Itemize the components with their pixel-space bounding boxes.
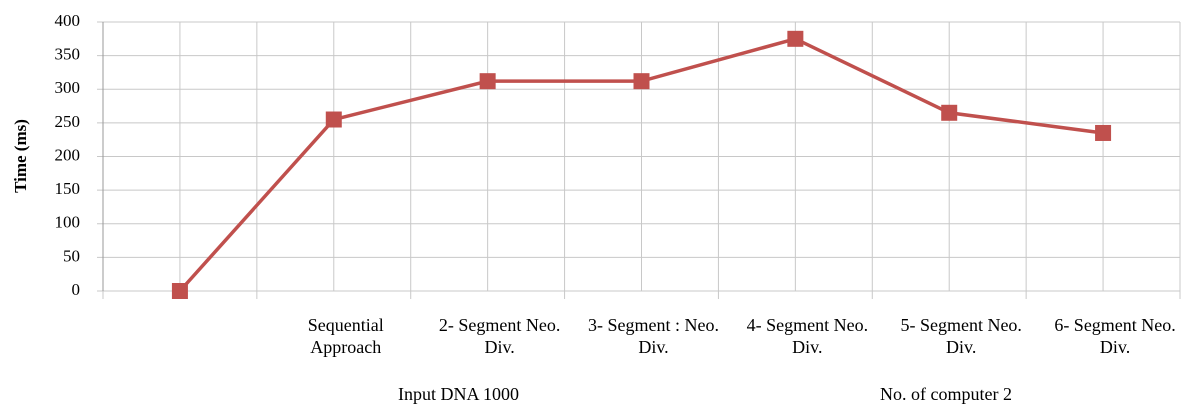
annotation: No. of computer 2	[880, 384, 1012, 404]
y-tick-label: 150	[55, 179, 81, 198]
y-tick-label: 100	[55, 213, 81, 232]
y-tick-label: 350	[55, 45, 81, 64]
y-tick-label: 50	[63, 246, 80, 265]
x-tick-label: 6- Segment Neo. Div.	[1054, 315, 1176, 357]
point	[787, 30, 804, 47]
point	[941, 104, 958, 121]
x-tick-label: Sequential Approach	[307, 315, 384, 357]
y-tick-label: 0	[72, 280, 81, 299]
y-tick-label: 200	[55, 145, 81, 164]
x-tick-label: 3- Segment : Neo. Div.	[588, 315, 719, 357]
point	[1095, 124, 1112, 141]
x-tick-label: 4- Segment Neo. Div.	[746, 315, 869, 357]
point	[633, 73, 650, 90]
point	[171, 283, 188, 299]
point	[479, 73, 496, 90]
x-tick-label: 2- Segment Neo. Div.	[438, 315, 561, 357]
x-tick-label: 5- Segment Neo. Div.	[900, 315, 1022, 357]
y-tick-label: 250	[55, 112, 81, 131]
y-tick-label: 300	[55, 78, 81, 97]
point	[325, 111, 342, 128]
y-tick-label: 400	[55, 11, 81, 30]
annotation: Input DNA 1000	[398, 384, 519, 404]
y-axis-label: Time (ms)	[11, 119, 30, 193]
